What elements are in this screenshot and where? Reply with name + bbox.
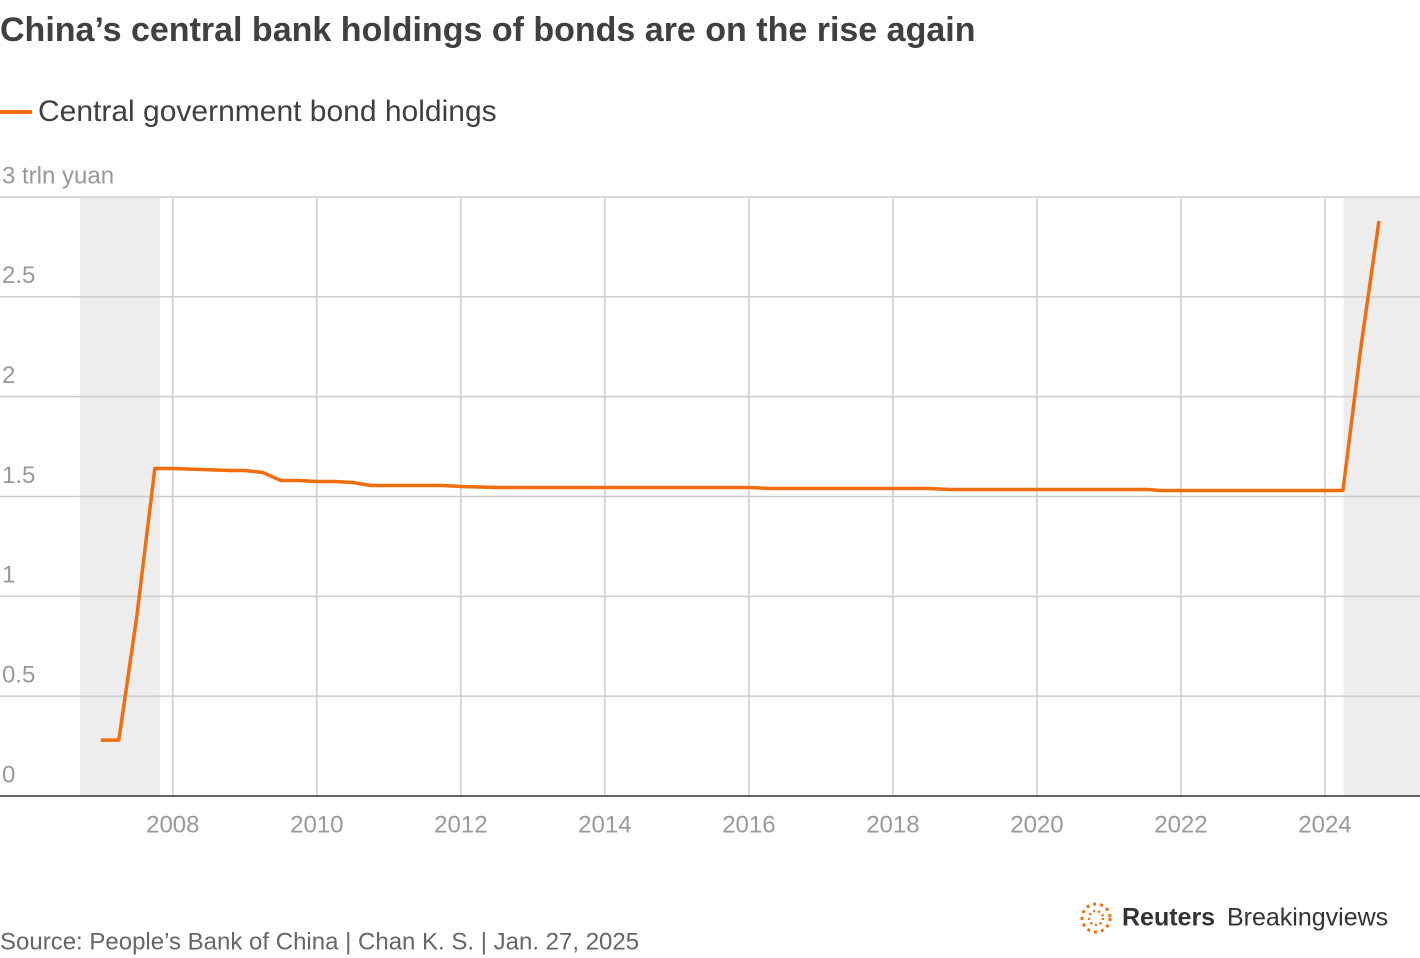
x-tick-label: 2012 <box>434 811 487 838</box>
y-tick-label: 1.5 <box>2 462 35 489</box>
x-tick-label: 2018 <box>866 811 919 838</box>
y-tick-label: 2 <box>2 362 15 389</box>
brand-logo <box>1080 902 1112 934</box>
x-tick-label: 2010 <box>290 811 343 838</box>
source-note: Source: People’s Bank of China | Chan K.… <box>0 928 639 955</box>
y-tick-label: 1 <box>2 562 15 589</box>
y-tick-label: 0 <box>2 761 15 788</box>
legend-label: Central government bond holdings <box>38 95 497 128</box>
x-tick-label: 2022 <box>1154 811 1207 838</box>
chart-title: China’s central bank holdings of bonds a… <box>0 11 975 49</box>
brand-regular: Breakingviews <box>1227 904 1388 932</box>
x-tick-label: 2020 <box>1010 811 1063 838</box>
x-tick-label: 2016 <box>722 811 775 838</box>
data-line <box>100 220 1381 742</box>
x-tick-label: 2014 <box>578 811 631 838</box>
y-tick-label: 2.5 <box>2 262 35 289</box>
logo-ring <box>1080 902 1112 934</box>
brand-bold: Reuters <box>1122 904 1215 932</box>
x-tick-label: 2008 <box>146 811 199 838</box>
x-tick-label: 2024 <box>1298 811 1351 838</box>
y-tick-label: 0.5 <box>2 662 35 689</box>
logo-ring <box>1087 909 1105 927</box>
y-tick-label: 3 trln yuan <box>2 162 114 189</box>
